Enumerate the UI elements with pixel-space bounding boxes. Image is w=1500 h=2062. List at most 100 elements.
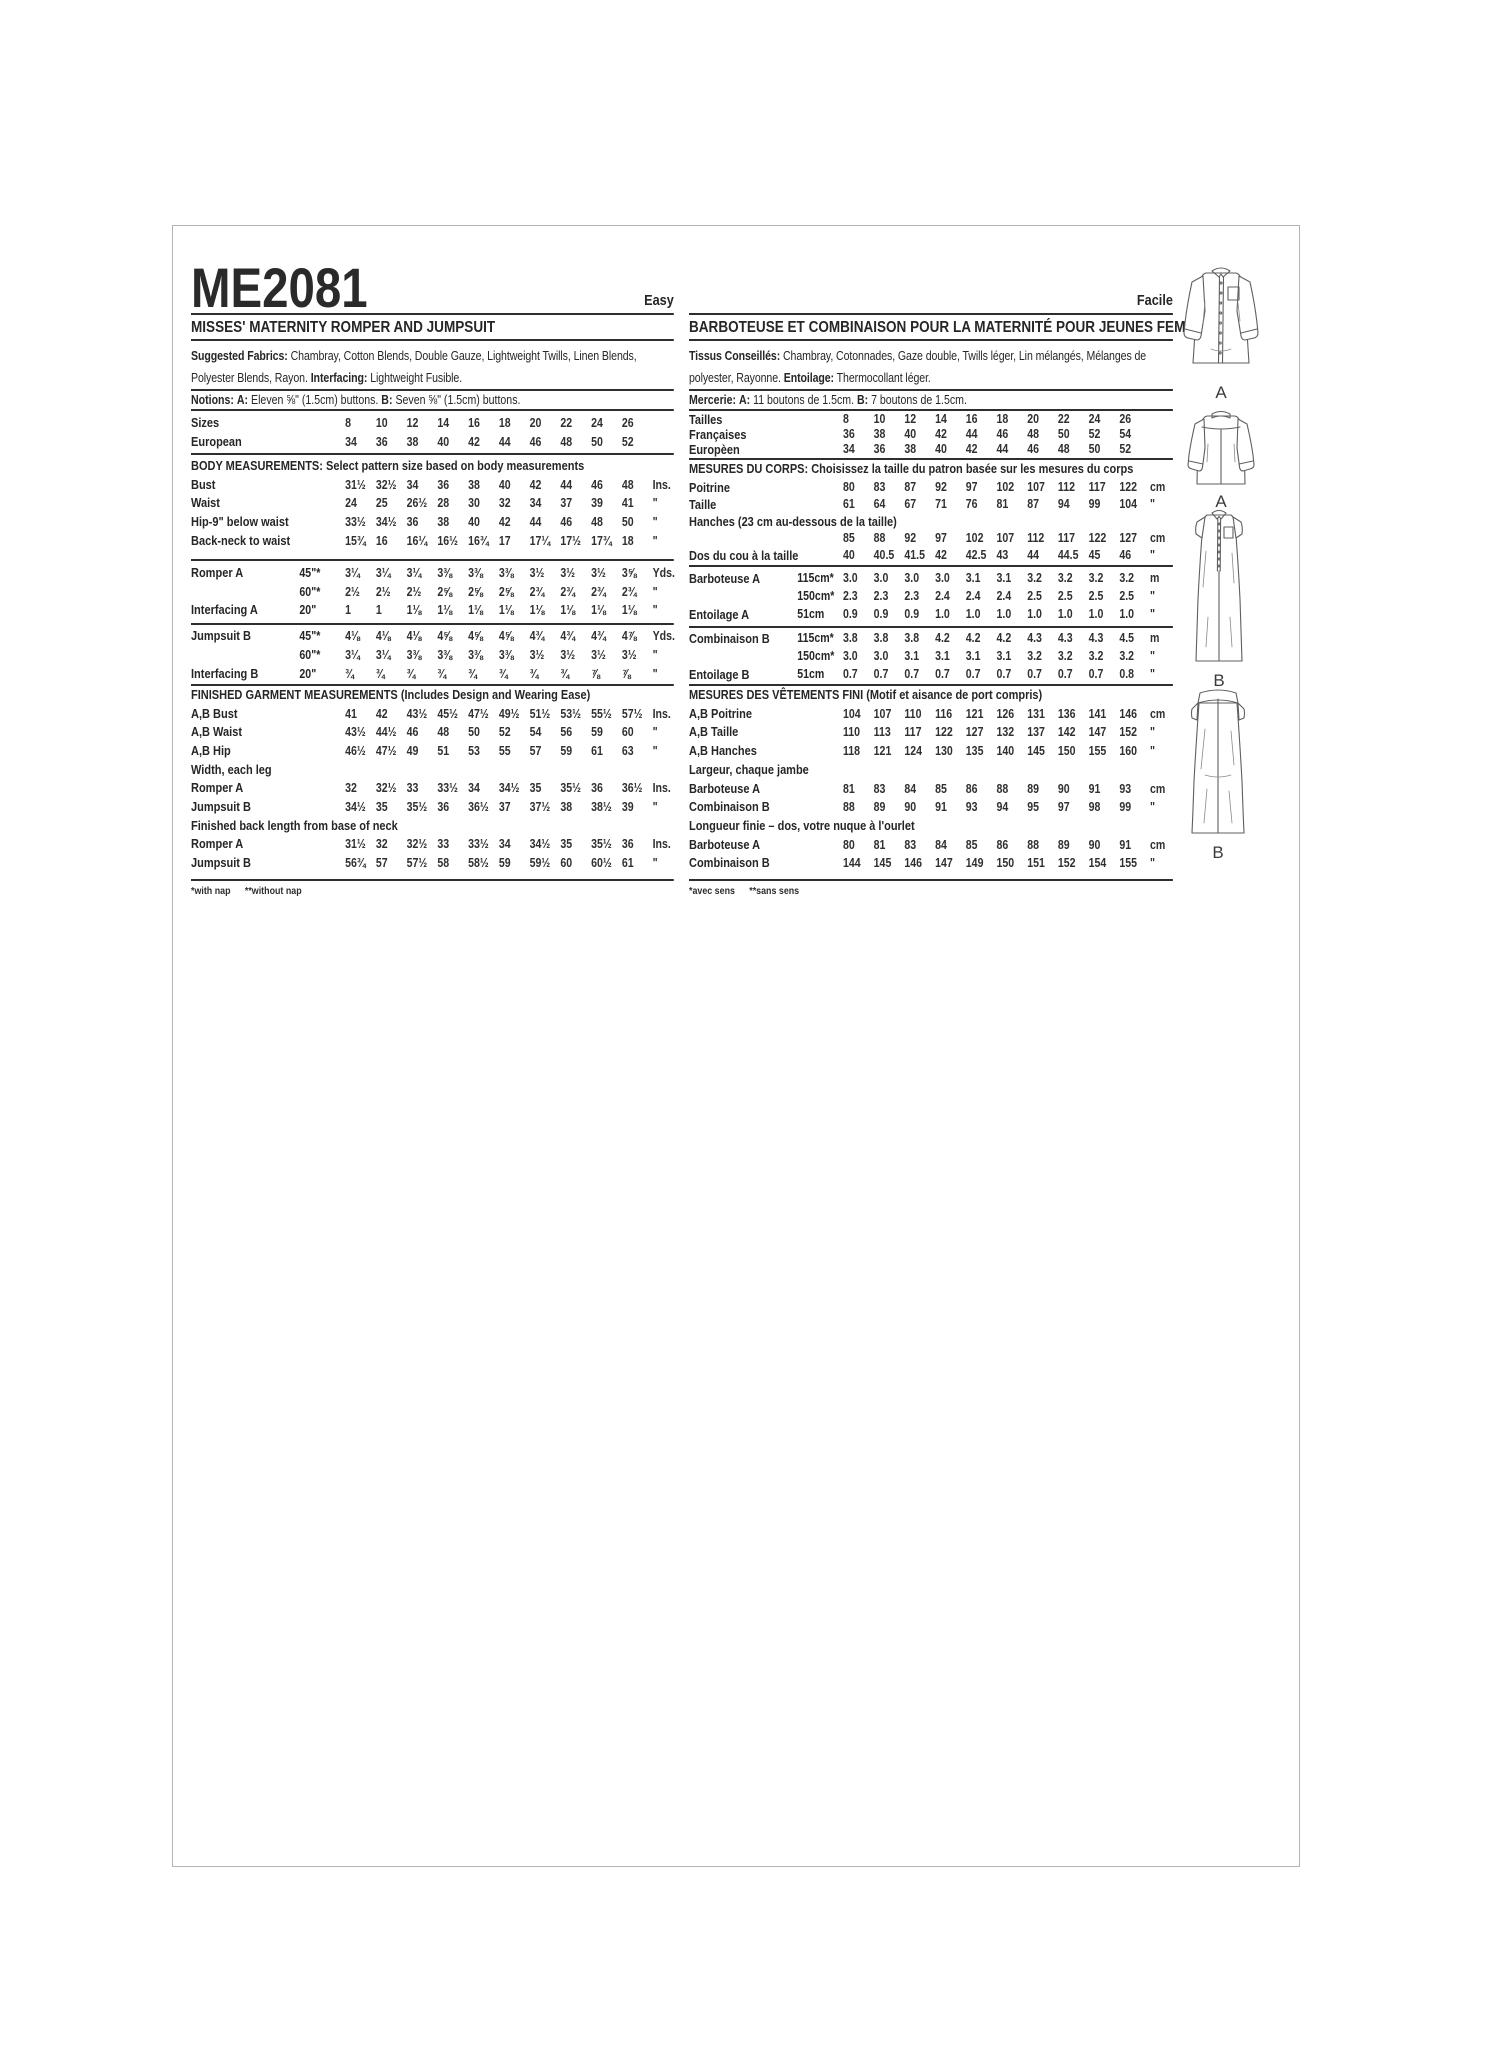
cell-value: 91 <box>935 800 947 815</box>
cell-value: 26½ <box>406 496 428 511</box>
cell-value: 14 <box>935 412 947 426</box>
garment-view-b-back: B <box>1183 685 1253 863</box>
cell-value: 127 <box>965 725 984 740</box>
cell-value: 99 <box>1088 497 1101 511</box>
cell-value: 30 <box>468 496 480 511</box>
cell-value: 40 <box>842 548 855 562</box>
cell-value: 94 <box>1057 497 1070 511</box>
cell-value: 52 <box>1088 427 1101 441</box>
cell-value: 58 <box>437 856 450 871</box>
cell-value: 56 <box>560 725 573 740</box>
cell-value: ¾ <box>468 666 477 681</box>
cell-value: 4.5 <box>1119 631 1135 646</box>
cell-value: 43½ <box>345 725 366 740</box>
cell-value: 104 <box>1119 497 1137 511</box>
row-unit: Ins. <box>652 837 671 852</box>
cell-value: 46½ <box>345 743 366 758</box>
notions-label-en: Notions: <box>191 392 234 407</box>
cell-value: 3⅜ <box>498 647 514 662</box>
yardage-table-b-en: Jumpsuit B 45"* 4⅛ 4⅛ 4⅛ 4⅝ 4⅝ 4⅝ 4¾ 4¾ 4¾ 4⅞ Yds. 60… <box>191 625 675 686</box>
row-label: A,B Taille <box>689 724 739 740</box>
row-label: Combinaison B <box>689 799 770 815</box>
table-row: Taille 61 64 67 71 76 81 87 94 99 104 " <box>689 496 1173 513</box>
cell-value: 86 <box>965 781 978 796</box>
cell-value: 4⅞ <box>621 629 637 644</box>
cell-value: 2¾ <box>529 584 545 599</box>
row-label: Poitrine <box>689 480 730 495</box>
cell-value: 3.0 <box>904 571 920 585</box>
cell-value: 57 <box>375 856 388 871</box>
body-measurements-header-fr: MESURES DU CORPS: Choisissez la taille d… <box>689 461 1134 476</box>
cell-value: 85 <box>935 781 947 796</box>
table-row: A,B Hip 46½ 47½ 49 51 53 55 57 59 61 63 " <box>191 742 674 761</box>
english-column: ME2081 Easy MISSES' MATERNITY ROMPER AND… <box>191 259 675 897</box>
cell-value: 131 <box>1027 706 1045 721</box>
row-unit: m <box>1150 631 1160 646</box>
cell-value: 46 <box>406 725 419 740</box>
cell-value: 4⅝ <box>468 629 483 644</box>
cell-value: 1.0 <box>1027 606 1042 621</box>
cell-value: 47½ <box>468 706 489 721</box>
cell-value: 4¾ <box>560 629 576 644</box>
cell-value: 57½ <box>406 856 428 871</box>
cell-value: 3⅜ <box>437 647 453 662</box>
table-row: Width, each leg <box>191 761 674 780</box>
cell-value: 1⅛ <box>406 603 422 618</box>
cell-value: 147 <box>935 856 953 871</box>
row-label: Romper A <box>191 836 244 852</box>
cell-value: 41 <box>621 496 634 511</box>
cell-value: ¾ <box>375 666 385 681</box>
french-column: Facile BARBOTEUSE ET COMBINAISON POUR LA… <box>689 291 1215 897</box>
fabrics-label-en: Suggested Fabrics: <box>191 349 288 363</box>
cell-value: 24 <box>1088 412 1101 426</box>
cell-value: 118 <box>842 744 861 759</box>
cell-value: 46 <box>996 427 1009 441</box>
table-row: Barboteuse A 80 81 83 84 85 86 88 89 90 91 cm <box>689 836 1173 855</box>
cell-value: 16 <box>965 412 978 426</box>
cell-value: 4⅛ <box>375 629 391 644</box>
cell-value: 147 <box>1088 725 1107 740</box>
romper-a-front-illustration <box>1183 267 1259 364</box>
cell-value: 3.0 <box>873 571 889 585</box>
cell-value: 34½ <box>529 837 551 852</box>
cell-value: 58½ <box>468 856 489 871</box>
cell-value: 122 <box>935 725 953 740</box>
cell-value: 17 <box>498 533 511 548</box>
cell-value: 36 <box>375 434 388 449</box>
cell-value: 71 <box>935 497 947 511</box>
cell-value: 25 <box>375 496 388 511</box>
cell-value: 46 <box>591 477 603 492</box>
notions-a-label-en: A: <box>236 392 249 407</box>
cell-value: 18 <box>498 416 511 430</box>
cell-value: 110 <box>842 725 861 740</box>
table-row: Sizes 8 10 12 14 16 18 20 22 24 26 <box>191 414 674 433</box>
cell-value: 31½ <box>345 837 366 852</box>
cell-value: 56¾ <box>345 856 366 871</box>
row-unit: " <box>652 856 658 871</box>
cell-value: 16 <box>375 533 388 548</box>
cell-value: ¾ <box>529 666 539 681</box>
cell-value: ¾ <box>406 666 416 681</box>
fabrics-paragraph-en: Suggested Fabrics: Chambray, Cotton Blen… <box>191 341 674 391</box>
cell-value: 132 <box>996 725 1015 740</box>
row-width-label: 51cm <box>797 606 825 621</box>
cell-value: 2.3 <box>873 588 889 603</box>
cell-value: 12 <box>904 412 917 426</box>
cell-value: 0.7 <box>996 666 1012 681</box>
pattern-envelope-back: ME2081 Easy MISSES' MATERNITY ROMPER AND… <box>172 225 1300 1867</box>
title-en: MISSES' MATERNITY ROMPER AND JUMPSUIT <box>191 315 674 341</box>
finished-header-en: FINISHED GARMENT MEASUREMENTS (Includes … <box>191 686 591 702</box>
cell-value: 10 <box>375 416 388 430</box>
row-unit: " <box>652 666 658 681</box>
body-measurements-table-en: Bust 31½ 32½ 34 36 38 40 42 44 46 48 Ins. Waist 24 25 2… <box>191 473 674 561</box>
cell-value: 33½ <box>468 837 489 852</box>
interfacing-label-en: Interfacing: <box>310 370 368 385</box>
cell-value: 81 <box>996 497 1009 511</box>
table-row: 60"* 2½ 2½ 2½ 2⅝ 2⅝ 2⅝ 2¾ 2¾ 2¾ 2¾ " <box>191 583 674 602</box>
cell-value: 4⅛ <box>406 629 422 644</box>
row-unit: cm <box>1150 531 1166 545</box>
cell-value: 32 <box>345 781 357 796</box>
garment-view-a-front: A <box>1179 261 1263 403</box>
table-row: Finished back length from base of neck <box>191 817 674 836</box>
cell-value: 141 <box>1088 706 1107 721</box>
